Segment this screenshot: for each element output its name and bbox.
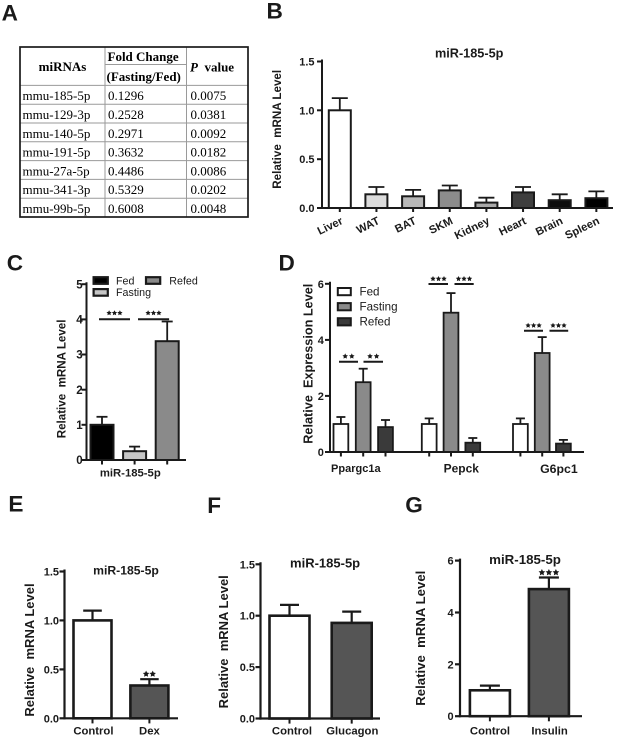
svg-text:6: 6	[318, 279, 324, 291]
svg-text:0.5: 0.5	[44, 664, 59, 676]
svg-text:0.0086: 0.0086	[191, 163, 227, 178]
svg-text:F: F	[207, 493, 221, 518]
svg-text:miR-185-5p: miR-185-5p	[489, 552, 561, 567]
svg-text:Insulin: Insulin	[531, 725, 567, 737]
svg-text:Fasting: Fasting	[116, 287, 151, 299]
svg-text:0.0182: 0.0182	[191, 145, 227, 160]
svg-text:0.0381: 0.0381	[191, 107, 227, 122]
svg-text:BAT: BAT	[393, 215, 418, 236]
svg-text:0: 0	[318, 447, 324, 459]
svg-text:4: 4	[447, 607, 454, 619]
svg-text:mmu-185-5p: mmu-185-5p	[23, 88, 91, 103]
svg-text:mmu-140-5p: mmu-140-5p	[23, 126, 91, 141]
svg-text:0.2971: 0.2971	[108, 126, 144, 141]
svg-text:0.5329: 0.5329	[108, 182, 144, 197]
svg-text:1.0: 1.0	[44, 615, 59, 627]
svg-text:E: E	[8, 491, 23, 516]
svg-text:0.1296: 0.1296	[108, 88, 144, 103]
svg-text:Relative mRNA Level: Relative mRNA Level	[271, 70, 284, 189]
svg-text:6: 6	[447, 556, 453, 568]
svg-text:Fasting: Fasting	[360, 300, 398, 313]
svg-text:G: G	[405, 493, 423, 518]
svg-text:Relative mRNA Level: Relative mRNA Level	[413, 571, 428, 706]
svg-text:Liver: Liver	[316, 215, 346, 238]
svg-text:G6pc1: G6pc1	[540, 462, 578, 476]
svg-text:A: A	[2, 0, 18, 25]
svg-text:1.5: 1.5	[299, 56, 314, 68]
svg-text:Control: Control	[470, 725, 510, 737]
svg-text:1.5: 1.5	[44, 566, 59, 578]
svg-text:Relative mRNA Level: Relative mRNA Level	[22, 583, 37, 716]
svg-text:0.3632: 0.3632	[108, 145, 144, 160]
svg-text:mmu-27a-5p: mmu-27a-5p	[23, 163, 90, 178]
svg-text:2: 2	[447, 659, 453, 671]
svg-text:Dex: Dex	[139, 726, 160, 738]
svg-text:Refed: Refed	[169, 275, 198, 287]
svg-text:WAT: WAT	[355, 215, 382, 236]
svg-text:mmu-191-5p: mmu-191-5p	[23, 145, 91, 160]
svg-text:Spleen: Spleen	[563, 215, 601, 242]
svg-text:4: 4	[76, 315, 83, 327]
svg-text:miR-185-5p: miR-185-5p	[435, 47, 504, 61]
svg-text:Fed: Fed	[360, 285, 380, 298]
svg-text:0.0: 0.0	[299, 203, 314, 215]
svg-text:D: D	[279, 250, 295, 275]
svg-text:miR-185-5p: miR-185-5p	[290, 555, 360, 570]
svg-text:miR-185-5p: miR-185-5p	[100, 467, 161, 479]
svg-text:B: B	[267, 0, 283, 23]
svg-text:1: 1	[76, 420, 83, 432]
svg-text:0.0: 0.0	[240, 713, 255, 725]
svg-text:Pepck: Pepck	[444, 462, 480, 476]
svg-text:4: 4	[318, 335, 325, 347]
svg-text:1.0: 1.0	[240, 611, 255, 623]
svg-text:0.0092: 0.0092	[191, 126, 227, 141]
svg-text:Control: Control	[272, 726, 312, 738]
svg-text:mmu-99b-5p: mmu-99b-5p	[23, 201, 91, 216]
svg-text:P value: P value	[190, 59, 234, 74]
svg-text:3: 3	[76, 350, 82, 362]
svg-text:0.5: 0.5	[299, 154, 314, 166]
svg-text:0.6008: 0.6008	[108, 201, 144, 216]
svg-text:C: C	[7, 250, 23, 275]
svg-text:1.5: 1.5	[240, 559, 255, 571]
svg-text:Control: Control	[73, 726, 113, 738]
svg-text:Ppargc1a: Ppargc1a	[331, 463, 381, 475]
svg-text:miRNAs: miRNAs	[39, 59, 87, 74]
svg-text:Refed: Refed	[360, 316, 391, 329]
svg-text:Heart: Heart	[497, 215, 528, 238]
svg-text:miR-185-5p: miR-185-5p	[93, 564, 159, 578]
svg-text:0: 0	[447, 711, 453, 723]
svg-text:2: 2	[318, 391, 324, 403]
svg-text:(Fasting/Fed): (Fasting/Fed)	[107, 69, 181, 84]
svg-text:Fed: Fed	[116, 275, 134, 287]
svg-text:SKM: SKM	[427, 215, 455, 237]
svg-text:Relative mRNA Level: Relative mRNA Level	[216, 575, 231, 708]
svg-text:mmu-129-3p: mmu-129-3p	[23, 107, 91, 122]
svg-text:0.4486: 0.4486	[108, 163, 144, 178]
svg-text:Fold Change: Fold Change	[108, 49, 179, 64]
svg-text:Relative mRNA Level: Relative mRNA Level	[55, 320, 68, 439]
svg-text:0: 0	[76, 455, 82, 467]
svg-text:Brain: Brain	[534, 215, 565, 238]
svg-text:0.0: 0.0	[44, 713, 59, 725]
svg-text:5: 5	[76, 279, 83, 291]
svg-text:0.2528: 0.2528	[108, 107, 144, 122]
svg-text:0.0048: 0.0048	[191, 201, 227, 216]
svg-text:0.0075: 0.0075	[191, 88, 227, 103]
svg-text:Kidney: Kidney	[453, 215, 492, 242]
svg-text:Relative Expression Level: Relative Expression Level	[301, 284, 315, 444]
svg-text:2: 2	[76, 385, 82, 397]
svg-text:Glucagon: Glucagon	[326, 726, 378, 738]
svg-text:mmu-341-3p: mmu-341-3p	[23, 182, 91, 197]
svg-text:1.0: 1.0	[299, 105, 314, 117]
svg-text:0.0202: 0.0202	[191, 182, 227, 197]
svg-text:0.5: 0.5	[240, 662, 255, 674]
